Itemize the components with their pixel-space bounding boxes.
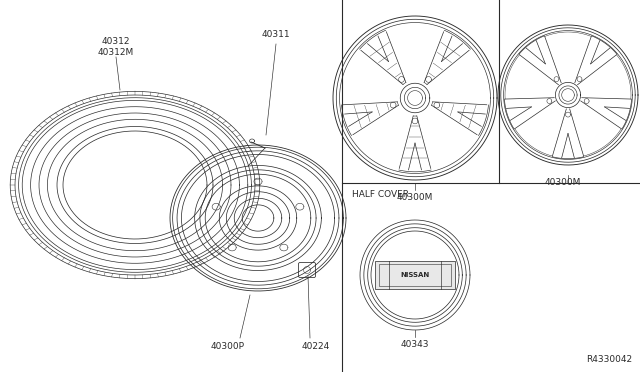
Text: HALF COVER: HALF COVER <box>352 190 409 199</box>
Text: 40224: 40224 <box>302 342 330 351</box>
Text: NISSAN: NISSAN <box>401 272 429 278</box>
FancyBboxPatch shape <box>380 264 451 286</box>
Text: R4330042: R4330042 <box>586 355 632 364</box>
FancyBboxPatch shape <box>298 263 316 278</box>
Text: 40343: 40343 <box>401 340 429 349</box>
Text: 40300P: 40300P <box>211 342 245 351</box>
Text: 40312
40312M: 40312 40312M <box>98 37 134 57</box>
Text: 40300M: 40300M <box>397 193 433 202</box>
FancyBboxPatch shape <box>376 261 454 289</box>
Text: 40300M: 40300M <box>545 178 581 187</box>
Text: 40311: 40311 <box>262 30 291 39</box>
